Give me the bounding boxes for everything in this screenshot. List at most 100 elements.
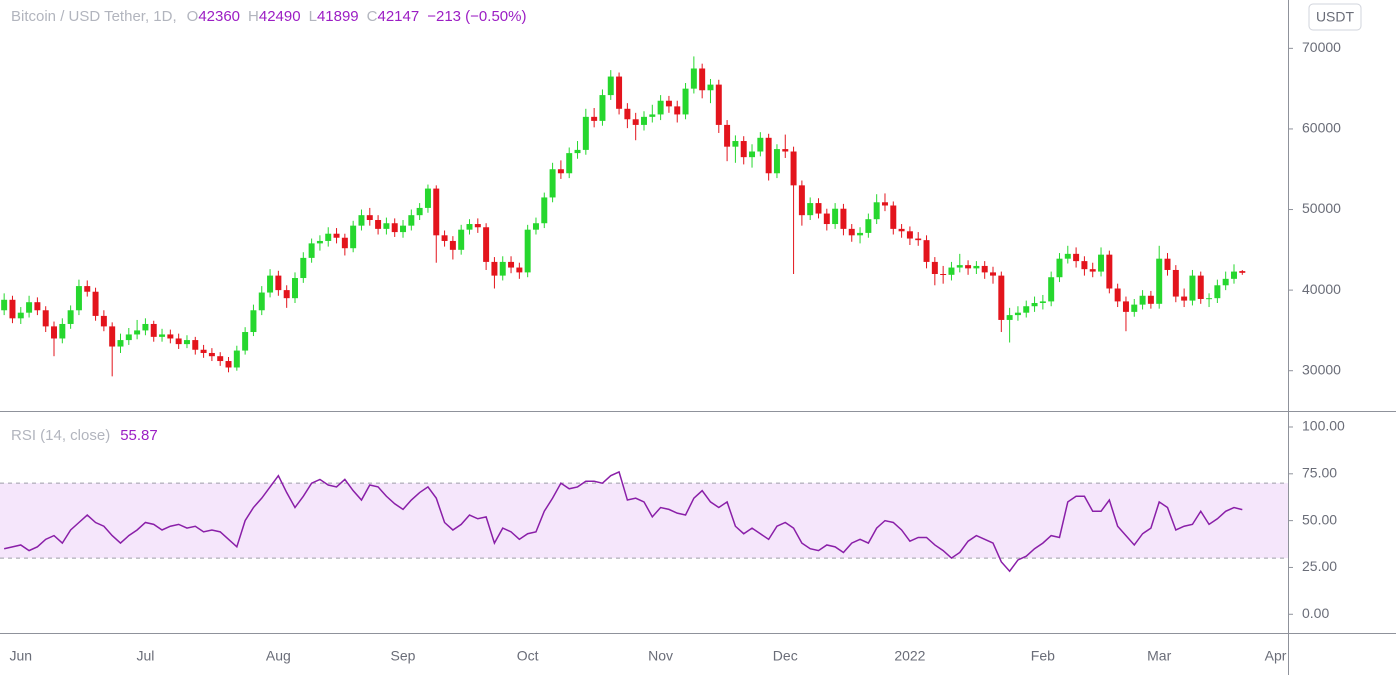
candle-body	[1031, 303, 1038, 307]
x-tick-label: Aug	[266, 648, 291, 664]
candle-body	[1122, 301, 1129, 312]
candle-body	[973, 265, 980, 269]
candle-body	[898, 228, 905, 232]
candle-body	[890, 205, 897, 229]
candle-body	[740, 141, 747, 158]
candle-body	[458, 229, 465, 250]
ohlc-value: 41899	[316, 8, 359, 25]
candle-body	[857, 232, 864, 236]
candle-body	[225, 361, 232, 368]
candle-body	[1048, 277, 1055, 302]
candle-body	[524, 229, 531, 273]
candle-body	[757, 137, 764, 152]
candle-body	[823, 213, 830, 225]
y-tick-label: 40000	[1302, 281, 1341, 297]
candle-body	[175, 338, 182, 345]
candle-body	[1089, 269, 1096, 272]
candle-body	[150, 323, 157, 337]
candle-body	[26, 302, 33, 313]
candle-body	[790, 151, 797, 186]
candle-body	[233, 350, 240, 368]
rsi-title: RSI (14, close)	[11, 427, 111, 444]
candle-body	[408, 215, 415, 226]
candle-body	[1073, 253, 1080, 262]
currency-badge[interactable]	[1308, 3, 1362, 31]
candle-body	[848, 228, 855, 236]
candle-body	[1, 299, 8, 311]
candle-body	[75, 286, 82, 311]
candle-body	[34, 302, 41, 311]
candle-body	[532, 223, 539, 230]
candle-body	[981, 265, 988, 273]
candle-body	[242, 332, 249, 351]
y-tick-label: 100.00	[1302, 418, 1345, 434]
candle-body	[965, 265, 972, 269]
candle-body	[1081, 261, 1088, 270]
candle-body	[391, 223, 398, 233]
candle-body	[300, 257, 307, 279]
candle-body	[333, 233, 340, 238]
candle-body	[9, 299, 16, 319]
candle-body	[433, 188, 440, 236]
plot-area: Jun Jul Aug Sep Oct Nov Dec 2022 Feb Mar Apr	[0, 56, 1288, 664]
candle-body	[724, 124, 731, 147]
candle-body	[923, 240, 930, 262]
candle-body	[142, 323, 149, 331]
candle-body	[840, 208, 847, 229]
candle-body	[682, 88, 689, 115]
candle-body	[715, 84, 722, 125]
candle-body	[17, 312, 24, 319]
candle-body	[250, 310, 257, 333]
candle-body	[350, 225, 357, 249]
candle-body	[84, 286, 91, 292]
candle-body	[341, 237, 348, 249]
x-tick-label: Mar	[1147, 648, 1171, 664]
candle-body	[1239, 271, 1246, 273]
candle-body	[582, 116, 589, 150]
candle-body	[915, 238, 922, 241]
candle-body	[940, 274, 947, 275]
ohlc-value: 42147	[377, 8, 420, 25]
candle-body	[1206, 298, 1213, 300]
candle-body	[624, 108, 631, 120]
candle-body	[59, 323, 66, 339]
candle-body	[541, 197, 548, 224]
y-tick-label: 25.00	[1302, 558, 1337, 574]
candle-body	[316, 240, 323, 244]
ohlc-label: O	[186, 8, 199, 25]
candle-body	[358, 215, 365, 226]
ohlc-value: 42360	[198, 8, 241, 25]
candle-body	[167, 334, 174, 339]
rsi-legend: RSI (14, close) 55.87	[11, 427, 166, 444]
rsi-line	[3, 470, 1243, 573]
candle-body	[574, 149, 581, 154]
candle-body	[699, 68, 706, 91]
candle-body	[931, 261, 938, 274]
candle-body	[1098, 254, 1105, 272]
candle-body	[125, 334, 132, 341]
candle-body	[258, 292, 265, 311]
candle-body	[109, 326, 116, 347]
candle-body	[865, 219, 872, 233]
x-tick-label: Jun	[9, 648, 32, 664]
candle-body	[1189, 275, 1196, 301]
candle-body	[1106, 254, 1113, 289]
candle-body	[798, 185, 805, 216]
candle-body	[873, 202, 880, 220]
candle-body	[765, 137, 772, 174]
candle-body	[208, 352, 215, 357]
currency-label[interactable]: USDT	[1316, 9, 1355, 25]
candle-body	[308, 243, 315, 258]
candle-body	[782, 149, 789, 152]
x-tick-label: Jul	[136, 648, 154, 664]
candle-body	[906, 231, 913, 239]
rsi-band	[0, 483, 1288, 559]
candle-body	[283, 290, 290, 299]
candle-body	[275, 275, 282, 291]
candle-body	[159, 334, 166, 337]
candle-body	[449, 240, 456, 250]
y-tick-label: 70000	[1302, 39, 1341, 55]
candle-body	[516, 267, 523, 273]
ohlc-label: L	[308, 8, 317, 25]
